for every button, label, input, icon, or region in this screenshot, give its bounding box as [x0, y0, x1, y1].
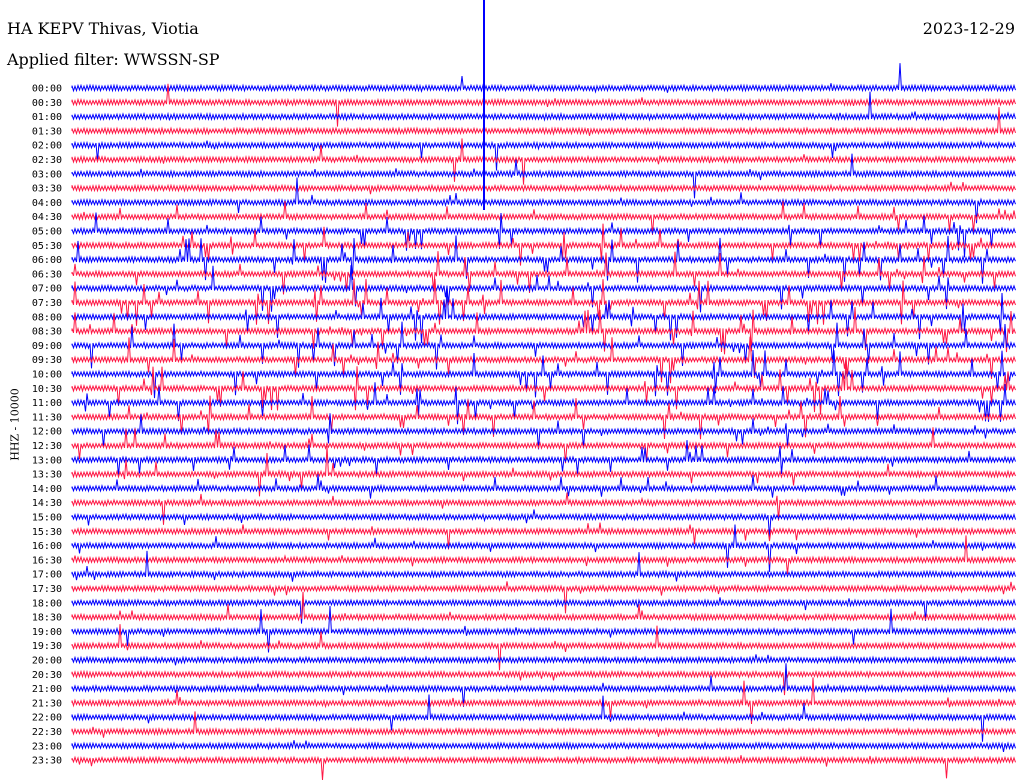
trace-row — [71, 654, 1016, 666]
row-time-label: 19:30 — [32, 641, 62, 652]
row-time-label: 09:30 — [32, 355, 62, 366]
row-time-label: 18:00 — [32, 598, 62, 609]
row-time-label: 05:30 — [32, 241, 62, 252]
trace-row — [71, 535, 1016, 575]
row-time-label: 11:00 — [32, 398, 62, 409]
trace-row — [71, 349, 1016, 399]
row-time-label: 14:30 — [32, 498, 62, 509]
trace-row — [71, 524, 1016, 572]
trace-row — [71, 522, 1016, 550]
trace-row — [71, 669, 1016, 696]
trace-row — [71, 395, 1016, 440]
trace-row — [71, 581, 1016, 614]
row-time-label: 21:00 — [32, 684, 62, 695]
trace-row — [71, 597, 1016, 624]
row-time-label: 07:30 — [32, 298, 62, 309]
row-time-label: 21:30 — [32, 698, 62, 709]
trace-row — [71, 413, 1016, 450]
trace-row — [71, 740, 1016, 752]
row-time-label: 06:00 — [32, 255, 62, 266]
row-time-label: 13:30 — [32, 470, 62, 481]
trace-row — [71, 711, 1016, 738]
row-time-label: 23:00 — [32, 741, 62, 752]
trace-row — [71, 223, 1016, 266]
row-time-label: 10:30 — [32, 384, 62, 395]
row-time-label: 18:30 — [32, 613, 62, 624]
trace-row — [71, 356, 1016, 415]
trace-row — [71, 181, 1016, 195]
row-time-label: 06:30 — [32, 269, 62, 280]
trace-row — [71, 755, 1016, 780]
trace-row — [71, 677, 1016, 725]
trace-row — [71, 474, 1016, 499]
row-time-label: 13:00 — [32, 455, 62, 466]
row-time-label: 20:30 — [32, 670, 62, 681]
trace-row — [71, 83, 1016, 127]
row-time-label: 19:00 — [32, 627, 62, 638]
row-time-label: 23:30 — [32, 756, 62, 767]
trace-row — [71, 107, 1016, 136]
row-time-label: 00:00 — [32, 84, 62, 95]
row-time-label: 17:00 — [32, 570, 62, 581]
row-time-label: 12:00 — [32, 427, 62, 438]
trace-row — [71, 153, 1016, 199]
trace-row — [71, 278, 1016, 326]
trace-row — [71, 306, 1016, 355]
trace-row — [71, 446, 1016, 497]
trace-row — [71, 605, 1016, 653]
row-time-label: 03:00 — [32, 169, 62, 180]
trace-row — [71, 251, 1016, 295]
trace-row — [71, 212, 1016, 258]
trace-row — [71, 382, 1016, 425]
trace-row — [71, 235, 1016, 284]
row-time-label: 08:30 — [32, 327, 62, 338]
row-time-label: 01:30 — [32, 126, 62, 137]
trace-row — [71, 63, 1016, 94]
row-time-label: 15:30 — [32, 527, 62, 538]
trace-row — [71, 321, 1016, 370]
trace-row — [71, 91, 1016, 122]
row-time-label: 22:00 — [32, 713, 62, 724]
date-label: 2023-12-29 — [922, 19, 1015, 38]
row-time-label: 08:00 — [32, 312, 62, 323]
row-time-label: 22:30 — [32, 727, 62, 738]
row-time-label: 02:30 — [32, 155, 62, 166]
row-time-label: 04:30 — [32, 212, 62, 223]
row-time-label: 16:30 — [32, 555, 62, 566]
trace-row — [71, 427, 1016, 464]
row-time-label: 20:00 — [32, 656, 62, 667]
trace-row — [71, 139, 1016, 171]
trace-row — [71, 509, 1016, 538]
trace-row — [71, 694, 1016, 742]
trace-row — [71, 440, 1016, 476]
trace-row — [71, 200, 1016, 235]
row-time-label: 16:00 — [32, 541, 62, 552]
row-time-label: 02:00 — [32, 141, 62, 152]
trace-row — [71, 265, 1016, 313]
row-time-label: 05:00 — [32, 227, 62, 238]
row-time-label: 11:30 — [32, 412, 62, 423]
row-time-label: 10:00 — [32, 370, 62, 381]
trace-row — [71, 663, 1016, 707]
trace-row — [71, 591, 1016, 622]
row-time-label: 17:30 — [32, 584, 62, 595]
row-time-label: 09:00 — [32, 341, 62, 352]
trace-row — [71, 285, 1016, 344]
row-time-label: 14:00 — [32, 484, 62, 495]
filter-label: Applied filter: WWSSN-SP — [7, 50, 220, 69]
row-time-label: 15:00 — [32, 513, 62, 524]
trace-row — [71, 177, 1016, 224]
trace-row — [71, 550, 1016, 582]
trace-row — [71, 492, 1016, 525]
row-time-label: 03:30 — [32, 184, 62, 195]
trace-row — [71, 138, 1016, 185]
row-time-label: 12:30 — [32, 441, 62, 452]
trace-row — [71, 624, 1016, 671]
row-time-label: 01:00 — [32, 112, 62, 123]
station-title: HA KEPV Thivas, Viotia — [7, 19, 199, 38]
row-time-label: 04:00 — [32, 198, 62, 209]
row-time-label: 07:00 — [32, 284, 62, 295]
row-time-label: 00:30 — [32, 98, 62, 109]
